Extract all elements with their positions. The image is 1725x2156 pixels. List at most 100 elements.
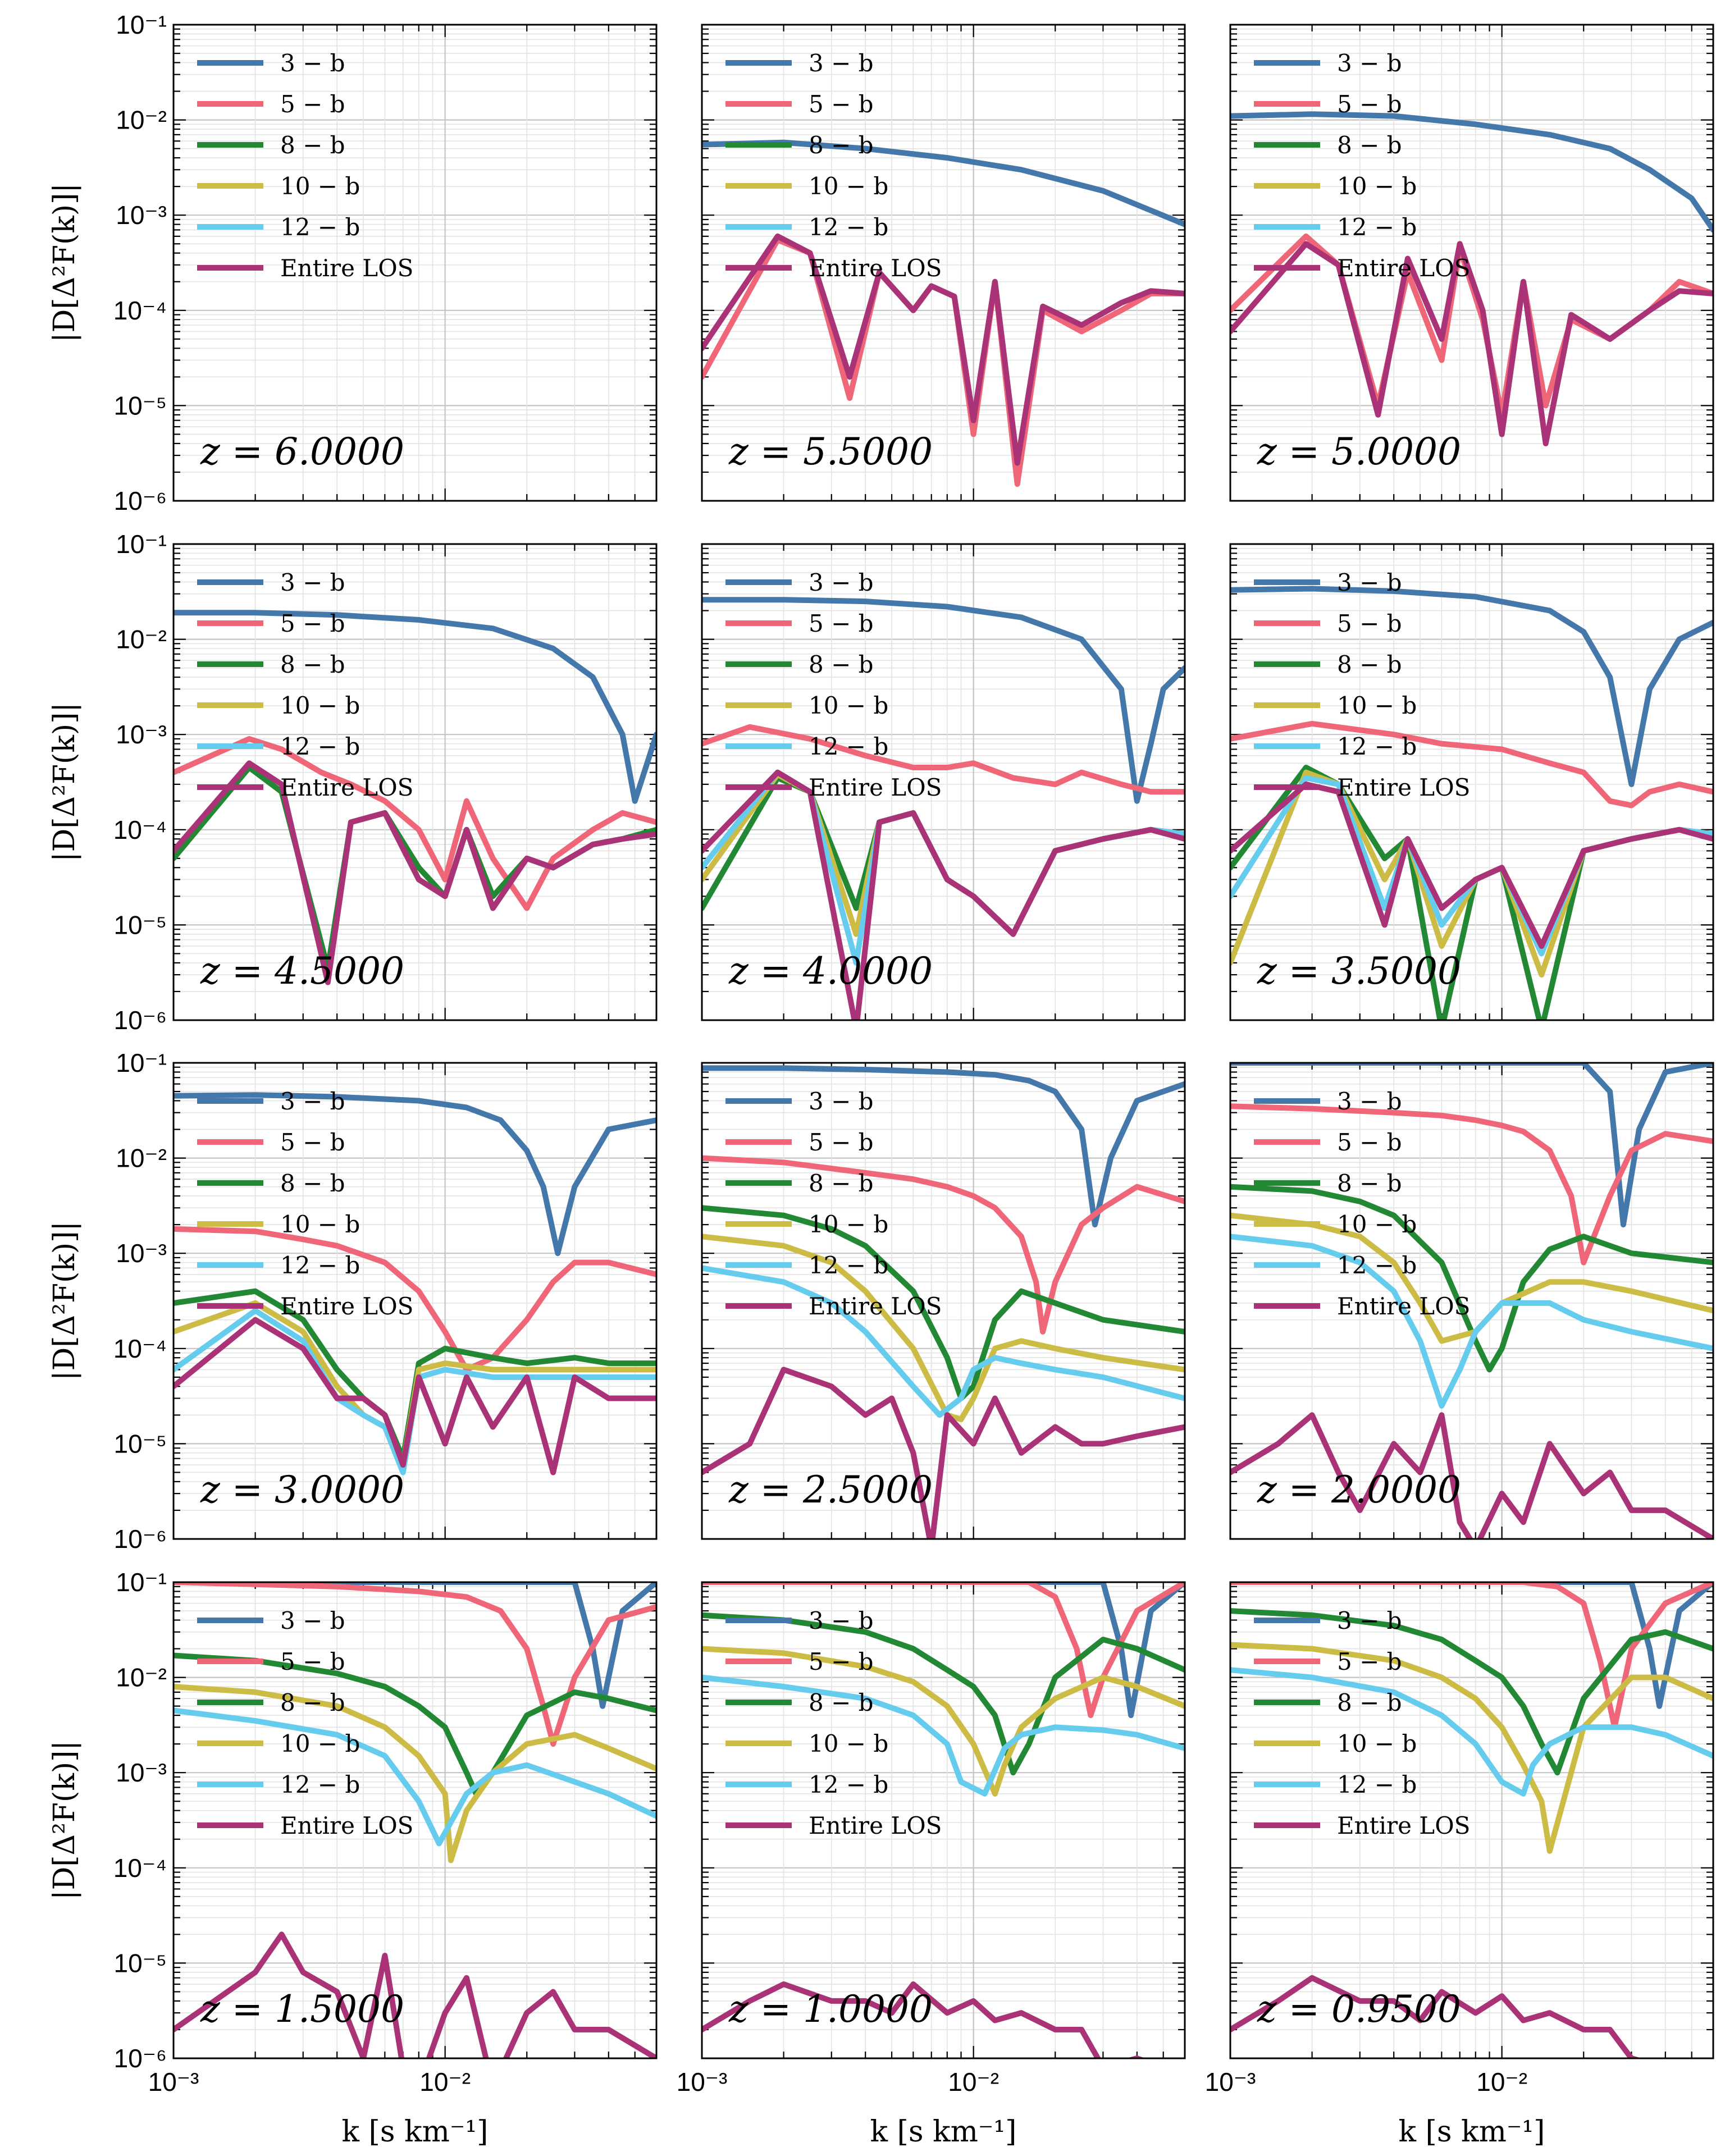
series-line-8-b bbox=[1230, 1184, 1713, 1373]
series-line-entire-los bbox=[702, 1981, 1146, 2058]
legend-label: 5 − b bbox=[1337, 90, 1402, 118]
legend-label: Entire LOS bbox=[809, 254, 942, 282]
x-tick-label: 10⁻³ bbox=[1205, 2067, 1256, 2096]
panel-z-label: z = 3.5000 bbox=[1257, 949, 1461, 993]
legend-label: 8 − b bbox=[809, 1689, 874, 1716]
legend-label: 3 − b bbox=[1337, 569, 1402, 596]
y-tick-label: 10⁻⁶ bbox=[114, 1006, 167, 1035]
y-tick-label: 10⁻⁵ bbox=[113, 1948, 167, 1977]
y-axis-label: |D[Δ²F(k)]| bbox=[48, 1221, 81, 1381]
legend-label: Entire LOS bbox=[1337, 1812, 1470, 1839]
series-line-10-b bbox=[1230, 769, 1713, 978]
series-line-5-b bbox=[174, 736, 656, 911]
series-line-8-b bbox=[702, 1612, 1185, 1776]
x-axis-label: k [s km⁻¹] bbox=[870, 2115, 1017, 2149]
y-tick-label: 10⁻³ bbox=[116, 1239, 167, 1268]
panel-4: 3 − b 5 − b 8 − b 10 − b 12 − b Entire LOS z =… bbox=[48, 529, 658, 1035]
series-line-5-b bbox=[174, 1582, 656, 1747]
panel-frame bbox=[1229, 543, 1714, 1021]
y-tick-label: 10⁻⁴ bbox=[113, 1853, 167, 1883]
legend-label: 5 − b bbox=[809, 90, 874, 118]
series-line-12-b bbox=[702, 1265, 1185, 1418]
y-tick-label: 10⁻² bbox=[116, 625, 167, 654]
legend-label: 10 − b bbox=[809, 1211, 888, 1238]
legend-label: 10 − b bbox=[280, 172, 360, 200]
legend-label: Entire LOS bbox=[809, 1812, 942, 1839]
panel-series bbox=[702, 597, 1185, 1020]
series-line-12-b bbox=[174, 1707, 656, 1847]
y-tick-label: 10⁻⁶ bbox=[114, 486, 167, 515]
x-tick-label: 10⁻² bbox=[1476, 2067, 1527, 2096]
series-line-3-b bbox=[702, 1582, 1185, 1719]
panel-2: 3 − b 5 − b 8 − b 10 − b 12 − b Entire LOS z =… bbox=[701, 24, 1186, 502]
legend-label: 12 − b bbox=[809, 733, 888, 760]
series-line-12-b bbox=[702, 1674, 1185, 1797]
panel-series bbox=[174, 1092, 656, 1476]
series-line-entire-los bbox=[174, 1317, 656, 1476]
panel-z-label: z = 5.0000 bbox=[1257, 430, 1461, 473]
legend-label: 8 − b bbox=[280, 1689, 345, 1716]
y-axis-label: |D[Δ²F(k)]| bbox=[48, 183, 81, 342]
legend-label: 5 − b bbox=[1337, 1648, 1402, 1675]
legend-label: 8 − b bbox=[1337, 1689, 1402, 1716]
legend-label: 8 − b bbox=[809, 131, 874, 159]
legend-label: 3 − b bbox=[1337, 1088, 1402, 1115]
y-tick-label: 10⁻⁴ bbox=[113, 296, 167, 325]
series-line-5-b bbox=[1230, 1582, 1713, 1730]
y-axis-label: |D[Δ²F(k)]| bbox=[48, 702, 81, 862]
legend-label: 5 − b bbox=[280, 90, 345, 118]
legend-label: 3 − b bbox=[1337, 49, 1402, 77]
panel-series bbox=[1230, 111, 1713, 446]
series-line-3-b bbox=[174, 1582, 656, 1709]
legend-label: 10 − b bbox=[809, 1730, 888, 1757]
legend-label: 12 − b bbox=[1337, 1771, 1417, 1798]
legend-label: 10 − b bbox=[809, 692, 888, 719]
series-line-entire-los bbox=[174, 1931, 656, 2058]
legend-label: 8 − b bbox=[1337, 131, 1402, 159]
series-line-entire-los bbox=[1230, 1975, 1642, 2058]
legend-label: 12 − b bbox=[280, 733, 360, 760]
legend-label: 12 − b bbox=[809, 1771, 888, 1798]
legend-label: 3 − b bbox=[280, 49, 345, 77]
panel-11: 3 − b 5 − b 8 − b 10 − b 12 − b Entire LOS z =… bbox=[677, 1581, 1186, 2149]
legend-label: 10 − b bbox=[1337, 1730, 1417, 1757]
panel-z-label: z = 1.5000 bbox=[200, 1988, 404, 2031]
series-line-10-b bbox=[702, 1234, 1185, 1423]
series-line-entire-los bbox=[702, 233, 1185, 466]
series-line-3-b bbox=[702, 1065, 1185, 1228]
y-tick-label: 10⁻² bbox=[116, 106, 167, 135]
legend-label: 3 − b bbox=[809, 1607, 874, 1634]
legend-label: 8 − b bbox=[280, 651, 345, 678]
legend-label: 12 − b bbox=[1337, 733, 1417, 760]
panel-series bbox=[702, 1065, 1185, 1539]
y-tick-label: 10⁻³ bbox=[116, 1758, 167, 1787]
x-tick-label: 10⁻³ bbox=[148, 2067, 199, 2096]
y-tick-label: 10⁻⁶ bbox=[114, 1524, 167, 1554]
panel-10: 3 − b 5 − b 8 − b 10 − b 12 − b Entire LOS z =… bbox=[48, 1568, 658, 2149]
legend-label: Entire LOS bbox=[280, 254, 413, 282]
series-line-3-b bbox=[174, 610, 656, 804]
series-line-3-b bbox=[1230, 111, 1713, 233]
series-line-10-b bbox=[1230, 1212, 1713, 1344]
panel-frame bbox=[172, 1062, 658, 1540]
legend-label: 12 − b bbox=[280, 1771, 360, 1798]
panel-frame bbox=[701, 24, 1186, 502]
panel-frame bbox=[172, 543, 658, 1021]
legend-label: 10 − b bbox=[280, 1211, 360, 1238]
panel-series bbox=[174, 610, 656, 985]
panel-1: 3 − b 5 − b 8 − b 10 − b 12 − b Entire LOS z =… bbox=[48, 10, 658, 515]
legend-label: 5 − b bbox=[280, 1129, 345, 1156]
x-tick-label: 10⁻³ bbox=[677, 2067, 728, 2096]
legend-label: 3 − b bbox=[280, 1607, 345, 1634]
panel-frame bbox=[1229, 1581, 1714, 2059]
y-tick-label: 10⁻³ bbox=[116, 720, 167, 749]
y-tick-label: 10⁻⁵ bbox=[113, 391, 167, 420]
y-tick-label: 10⁻² bbox=[116, 1144, 167, 1173]
series-line-8-b bbox=[174, 1652, 656, 1797]
panel-series bbox=[702, 1582, 1185, 2058]
panel-series bbox=[1230, 586, 1713, 1020]
series-line-entire-los bbox=[174, 760, 656, 985]
legend-label: 8 − b bbox=[809, 1170, 874, 1197]
panel-series bbox=[1230, 1063, 1713, 1539]
